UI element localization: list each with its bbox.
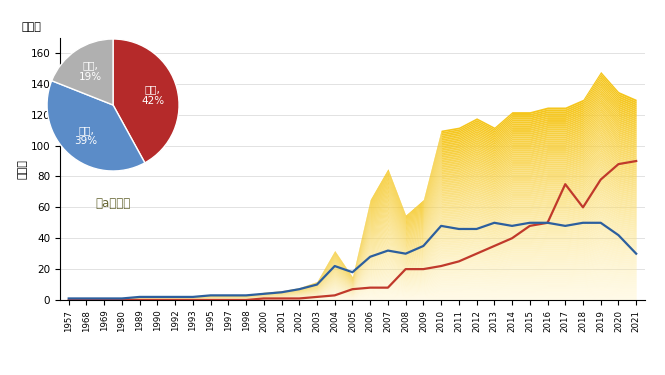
Text: 美国,
39%: 美国, 39% — [74, 125, 98, 147]
Text: 其他,
19%: 其他, 19% — [78, 60, 102, 82]
Wedge shape — [113, 39, 179, 163]
Wedge shape — [52, 39, 113, 105]
Text: （件）: （件） — [22, 22, 42, 32]
Wedge shape — [47, 81, 145, 171]
Text: 中国,
42%: 中国, 42% — [141, 84, 164, 106]
Text: （a）占比: （a）占比 — [95, 197, 131, 210]
Y-axis label: 申请量: 申请量 — [17, 159, 28, 179]
